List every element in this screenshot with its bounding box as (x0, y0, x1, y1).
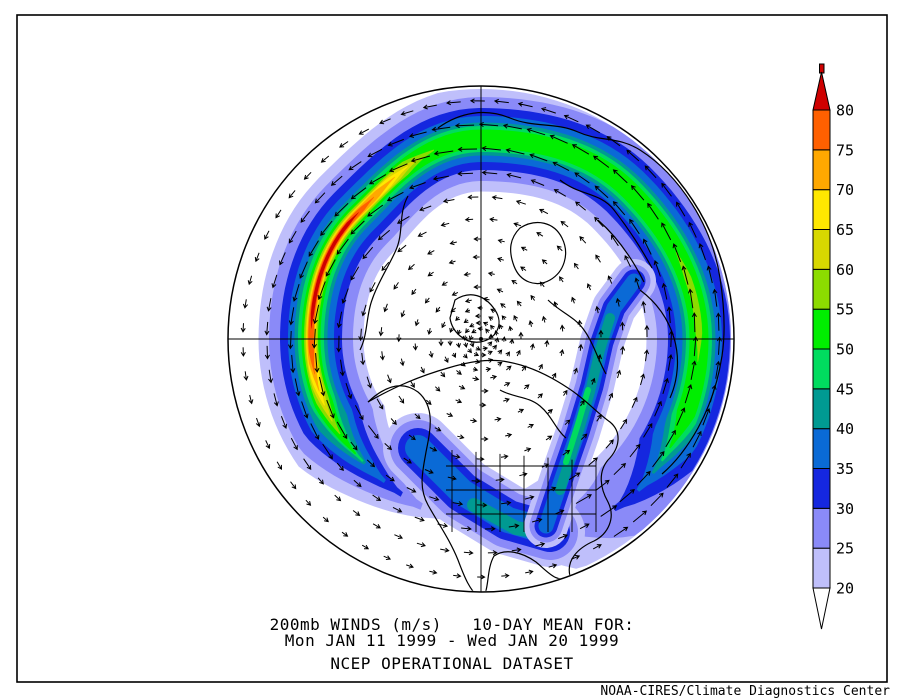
colorbar-segment-50 (812, 308, 831, 350)
colorbar-segment-45 (812, 348, 831, 390)
colorbar-tick-label: 80 (836, 102, 854, 120)
state-borders (446, 450, 597, 532)
colorbar-segment-35 (812, 428, 831, 469)
colorbar-tick-label: 30 (836, 500, 854, 518)
coastline (547, 299, 607, 375)
contour-band-35 (288, 116, 722, 492)
colorbar-under-arrow (812, 587, 831, 630)
coastline (499, 389, 567, 439)
colorbar-tick-label: 60 (836, 261, 854, 279)
map-boundary-circle (227, 85, 735, 593)
colorbar-tick-label: 25 (836, 540, 854, 558)
contour-band-55 (675, 252, 703, 362)
coastline (559, 179, 679, 399)
colorbar: 20 25 30 35 40 45 50 55 60 65 70 75 80 (812, 63, 854, 630)
colorbar-tick-label: 50 (836, 341, 854, 359)
caption-line-2: Mon JAN 11 1999 - Wed JAN 20 1999 (284, 631, 620, 650)
coastline (367, 385, 483, 591)
colorbar-segment-65 (812, 189, 831, 231)
colorbar-segment-30 (812, 468, 831, 509)
colorbar-segment-70 (812, 149, 831, 191)
caption-line-3: NCEP OPERATIONAL DATASET (330, 654, 574, 673)
colorbar-tick-label: 20 (836, 580, 854, 598)
colorbar-tick-label: 75 (836, 141, 854, 159)
colorbar-segment-40 (812, 388, 831, 430)
caption-line-1: 200mb WINDS (m/s) 10-DAY MEAN FOR: (269, 615, 635, 634)
colorbar-tick-label: 45 (836, 380, 854, 398)
colorbar-tick-label: 70 (836, 181, 854, 199)
colorbar-segment-60 (812, 229, 831, 270)
colorbar-tick-label: 55 (836, 301, 854, 319)
contour-bands-layer (258, 89, 731, 569)
colorbar-tick-label: 40 (836, 420, 854, 438)
colorbar-segment-20 (812, 547, 831, 589)
credit-text: NOAA-CIRES/Climate Diagnostics Center (600, 684, 890, 699)
colorbar-segment-55 (812, 268, 831, 310)
colorbar-segment-25 (812, 507, 831, 549)
colorbar-tick-label: 65 (836, 221, 854, 239)
colorbar-over-arrow (812, 71, 831, 111)
colorbar-segment-75 (812, 109, 831, 151)
coastline (597, 219, 645, 283)
contour-band-80 (310, 212, 359, 329)
colorbar-tick-label: 35 (836, 460, 854, 478)
colorbar-over-arrow-nub (819, 63, 825, 74)
coastline (510, 221, 567, 285)
